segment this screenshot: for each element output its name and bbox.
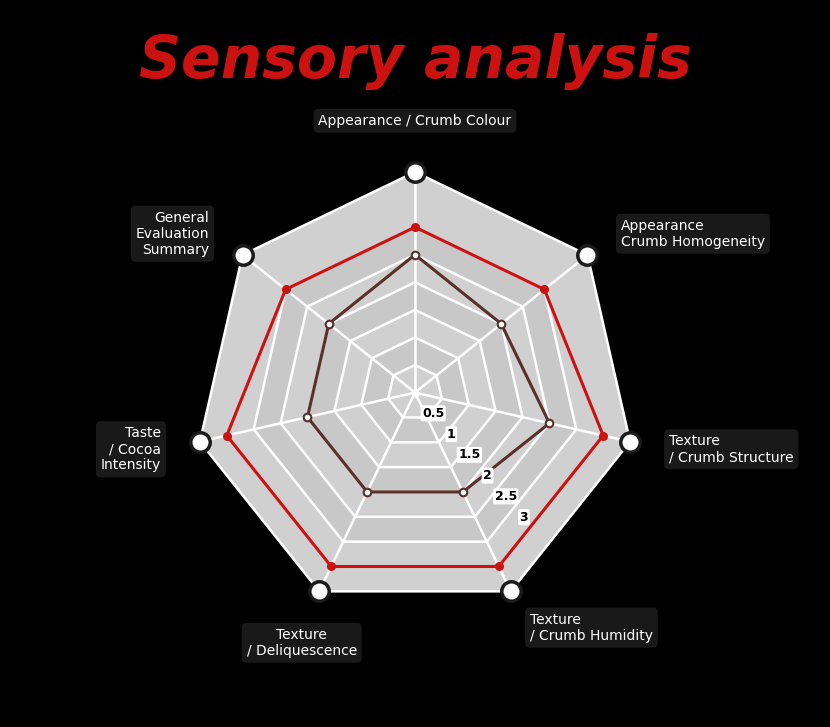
Text: Appearance / Crumb Colour: Appearance / Crumb Colour	[319, 114, 511, 128]
Text: Sensory analysis: Sensory analysis	[139, 33, 691, 89]
Text: Texture
/ Crumb Structure: Texture / Crumb Structure	[669, 434, 793, 465]
Text: 4: 4	[564, 561, 573, 574]
Text: 2: 2	[483, 469, 492, 482]
Polygon shape	[254, 227, 576, 542]
Text: 3: 3	[520, 510, 528, 523]
Polygon shape	[388, 365, 442, 417]
Polygon shape	[361, 337, 469, 442]
Text: Appearance
Crumb Homogeneity: Appearance Crumb Homogeneity	[621, 219, 765, 249]
Polygon shape	[281, 254, 549, 517]
Text: General
Evaluation
Summary: General Evaluation Summary	[135, 211, 209, 257]
Text: 2.5: 2.5	[495, 490, 517, 503]
Text: 1.5: 1.5	[458, 449, 481, 462]
Polygon shape	[200, 172, 630, 591]
Text: 1: 1	[447, 427, 456, 441]
Text: Taste
/ Cocoa
Intensity: Taste / Cocoa Intensity	[100, 426, 161, 473]
Polygon shape	[334, 310, 496, 467]
Text: 0.5: 0.5	[422, 407, 444, 420]
Polygon shape	[200, 172, 630, 591]
Text: Texture
/ Crumb Humidity: Texture / Crumb Humidity	[530, 613, 653, 643]
Text: Texture
/ Deliquescence: Texture / Deliquescence	[247, 627, 357, 658]
Polygon shape	[307, 282, 523, 492]
